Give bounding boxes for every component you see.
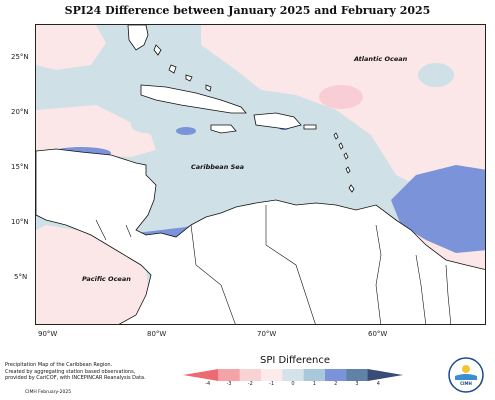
- jamaica: [210, 124, 237, 134]
- lat-label-25n: 25°N: [11, 53, 29, 61]
- legend-swatch: [282, 369, 305, 381]
- logo-text: CIMH: [460, 381, 472, 386]
- footer-credit-line-3: provided by CariCOF, with INCEPINCAR Rea…: [5, 375, 146, 381]
- legend-swatch: [183, 369, 219, 381]
- label-caribbean: Caribbean Sea: [191, 163, 245, 171]
- legend-tick-label: 2: [334, 381, 338, 387]
- legend-swatch: [261, 369, 283, 381]
- lat-label-10n: 10°N: [11, 218, 29, 226]
- lat-label-20n: 20°N: [11, 108, 29, 116]
- hispaniola: [253, 112, 302, 130]
- legend-swatch: [346, 369, 369, 381]
- gulf-positive-zone: [36, 105, 156, 157]
- logo-sun-icon: [462, 365, 470, 373]
- legend-title: SPI Difference: [259, 355, 331, 366]
- border-central-america-2: [125, 224, 132, 238]
- bahamas-4: [205, 84, 212, 92]
- legend-swatch: [303, 369, 326, 381]
- country-borders: [95, 205, 452, 324]
- cuba: [140, 84, 247, 114]
- trinidad: [348, 184, 355, 193]
- label-pacific: Pacific Ocean: [82, 275, 131, 283]
- map-panel: Atlantic Ocean Caribbean Sea Pacific Oce…: [35, 24, 486, 325]
- lat-label-5n: 5°N: [14, 273, 28, 281]
- bahamas-2: [168, 64, 177, 74]
- gulf-neutral-patch: [131, 117, 161, 133]
- border-venezuela-guyana: [375, 224, 382, 324]
- florida-positive-zone: [36, 25, 106, 70]
- legend-tick-label: -1: [269, 381, 275, 387]
- puerto-rico: [303, 124, 317, 130]
- land-masses: [36, 25, 485, 324]
- legend-swatch: [367, 369, 403, 381]
- mainland-americas: [36, 148, 485, 324]
- legend-tick-label: 4: [376, 381, 380, 387]
- border-colombia-venezuela: [265, 205, 316, 324]
- lesser-antilles-2: [338, 142, 344, 150]
- footer-credit-line-2: Created by aggregating station based obs…: [5, 368, 136, 375]
- logo-wave-icon: [455, 374, 477, 380]
- legend-swatch: [218, 369, 241, 381]
- legend-tick-label: 3: [355, 381, 359, 387]
- lesser-antilles-1: [333, 132, 339, 140]
- label-atlantic: Atlantic Ocean: [354, 55, 408, 63]
- legend-tick-label: -4: [205, 381, 211, 387]
- legend-colorbar: [183, 369, 403, 381]
- border-suriname-guiana: [445, 264, 452, 324]
- atlantic-positive-zone: [201, 25, 485, 200]
- cuba-negative-zone: [176, 127, 196, 135]
- legend-tick-label: 0: [291, 381, 295, 387]
- lon-label-60w: 60°W: [368, 330, 388, 338]
- florida: [127, 25, 149, 51]
- border-central-america-1: [95, 219, 107, 241]
- footer-date: CIMH February-2025: [25, 390, 72, 395]
- lesser-antilles-4: [345, 166, 351, 174]
- atlantic-neutral-patch: [418, 63, 454, 87]
- legend-tick-label: 1: [312, 381, 316, 387]
- legend-swatch: [325, 369, 347, 381]
- legend-swatch: [239, 369, 262, 381]
- legend-tick-label: -2: [247, 381, 253, 387]
- legend-tick-label: -3: [226, 381, 232, 387]
- lon-label-80w: 80°W: [147, 330, 167, 338]
- border-guyana-suriname: [415, 254, 427, 324]
- border-colombia-west: [190, 224, 236, 324]
- legend-tick-row: -4 -3 -2 -1 0 1 2 3 4: [0, 381, 495, 391]
- lon-label-70w: 70°W: [257, 330, 277, 338]
- footer-credit: Precipitation Map of the Caribbean Regio…: [5, 362, 165, 382]
- lat-label-15n: 15°N: [11, 163, 29, 171]
- map-canvas: [36, 25, 485, 324]
- lesser-antilles-3: [343, 152, 349, 160]
- spi-neutral-regions: [131, 63, 454, 133]
- bahamas-3: [185, 74, 193, 82]
- lon-label-90w: 90°W: [38, 330, 58, 338]
- cimh-logo: [448, 357, 484, 393]
- atlantic-pink-core: [319, 85, 363, 109]
- map-title: SPI24 Difference between January 2025 an…: [64, 4, 431, 17]
- atlantic-negative-zone: [391, 165, 485, 253]
- footer-credit-line-1: Precipitation Map of the Caribbean Regio…: [5, 362, 113, 368]
- bahamas-1: [153, 44, 162, 56]
